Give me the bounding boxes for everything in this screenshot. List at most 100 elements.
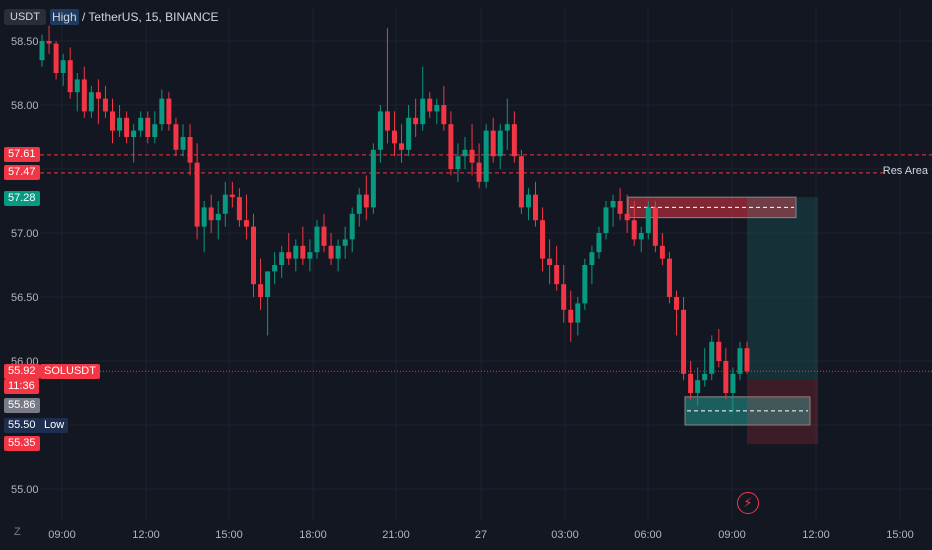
candle-body (265, 271, 271, 297)
price-badge-57-28: 57.28 (4, 191, 40, 206)
candle-body (688, 373, 694, 393)
candle-body (413, 117, 419, 125)
y-tick-label: 55.00 (11, 484, 39, 496)
high-highlight: High (49, 9, 79, 25)
zoom-button[interactable]: Z (14, 526, 21, 538)
chart-header: USDT High / TetherUS, 15, BINANCE (4, 6, 218, 28)
candle-body (377, 111, 383, 150)
support-zone[interactable] (684, 396, 811, 426)
candle-body (258, 284, 264, 297)
candle-body (624, 213, 630, 221)
candle-body (124, 117, 130, 137)
price-badge-57-47: 57.47 (4, 165, 40, 180)
low-price-badge: 55.50 (4, 418, 40, 433)
candle-body (384, 111, 390, 131)
candle-body (131, 130, 137, 137)
candle-body (723, 361, 729, 393)
candle-body (617, 201, 623, 214)
candle-body (110, 111, 115, 131)
x-tick-label: 27 (475, 529, 487, 541)
candle-body (314, 226, 320, 253)
x-tick-label: 09:00 (48, 529, 76, 541)
candle-body (152, 124, 158, 137)
candle-body (540, 220, 546, 259)
candle-body (533, 194, 538, 221)
candle-body (328, 245, 334, 259)
candle-body (74, 79, 80, 93)
y-tick-label: 58.00 (11, 100, 39, 112)
candle-body (53, 43, 59, 73)
candle-body (610, 201, 616, 208)
candle-body (243, 220, 249, 227)
candle-body (638, 233, 644, 240)
candle-body (490, 130, 496, 157)
candle-body (229, 194, 235, 198)
candle-body (420, 98, 426, 125)
x-tick-label: 06:00 (634, 529, 662, 541)
candle-body (117, 117, 123, 131)
candle-body (279, 252, 285, 265)
candle-body (335, 245, 341, 259)
candle-body (554, 265, 560, 285)
candle-body (674, 297, 679, 310)
candle-body (730, 373, 736, 393)
candle-body (251, 226, 256, 285)
candle-body (145, 117, 151, 137)
candle-body (102, 98, 108, 112)
candle-body (286, 252, 292, 259)
candle-body (95, 92, 101, 99)
candle-body (173, 124, 179, 150)
candle-body (39, 41, 45, 61)
candle-body (208, 207, 214, 221)
candle-body (476, 162, 482, 182)
candle-body (483, 130, 489, 182)
candle-body (300, 245, 306, 259)
candle-body (194, 162, 200, 227)
candle-body (666, 258, 672, 297)
target-zone[interactable] (747, 197, 818, 379)
symbol-tag: SOLUSDT (40, 364, 100, 379)
resistance-zone[interactable] (627, 196, 797, 219)
candle-body (293, 245, 299, 259)
candle-body (716, 341, 722, 361)
candle-body (46, 41, 52, 44)
candle-body (307, 252, 313, 259)
y-tick-label: 56.50 (11, 292, 39, 304)
candle-body (525, 194, 531, 208)
candle-body (187, 137, 193, 163)
candle-body (363, 194, 369, 208)
x-tick-label: 09:00 (718, 529, 746, 541)
candle-body (568, 309, 574, 323)
candle-body (88, 92, 94, 112)
candle-body (138, 117, 144, 131)
x-tick-label: 15:00 (886, 529, 914, 541)
candle-body (469, 149, 475, 163)
candle-body (434, 105, 440, 112)
candle-body (603, 207, 609, 233)
candle-body (518, 156, 524, 208)
x-tick-label: 12:00 (802, 529, 830, 541)
countdown-badge: 11:36 (4, 379, 39, 394)
candle-body (441, 105, 447, 125)
price-badge-55-86: 55.86 (4, 398, 40, 413)
candle-body (81, 79, 87, 112)
candle-body (589, 252, 595, 265)
symbol-description: / TetherUS, 15, BINANCE (81, 10, 219, 24)
res-area-label: Res Area (882, 165, 928, 177)
candle-body (222, 194, 228, 214)
y-tick-label: 57.00 (11, 228, 39, 240)
candles-layer (39, 25, 750, 413)
symbol-title: High / TetherUS, 15, BINANCE (49, 9, 219, 25)
candle-body (681, 309, 687, 374)
candle-body (67, 60, 73, 93)
stop-zone[interactable] (747, 378, 818, 445)
candle-body (455, 156, 461, 169)
bolt-icon[interactable]: ⚡ (737, 492, 759, 514)
y-tick-label: 58.50 (11, 36, 39, 48)
candle-body (702, 373, 708, 381)
currency-button[interactable]: USDT (4, 9, 46, 25)
candle-body (159, 98, 165, 125)
candle-body (356, 194, 362, 214)
x-tick-label: 21:00 (382, 529, 410, 541)
